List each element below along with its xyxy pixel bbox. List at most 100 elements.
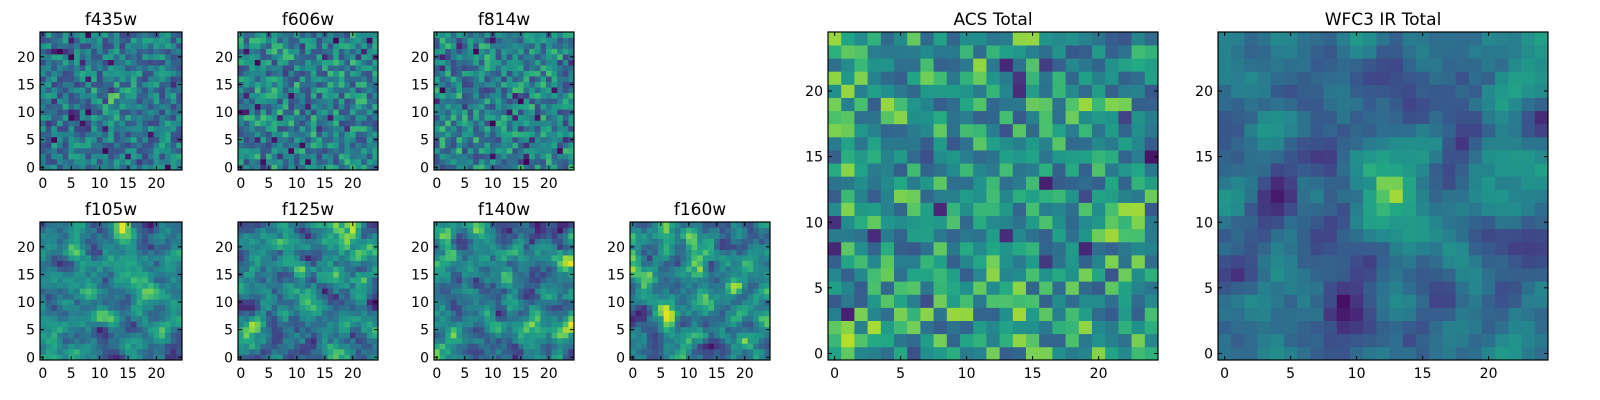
heatmap-cell <box>361 304 368 311</box>
heatmap-cell <box>136 321 143 328</box>
heatmap-cell <box>467 81 474 88</box>
x-tick-label: 20 <box>540 176 558 192</box>
heatmap-cell <box>243 98 250 105</box>
heatmap-cell <box>568 120 575 127</box>
heatmap-cell <box>742 310 748 317</box>
y-tick-label: 15 <box>607 267 625 283</box>
heatmap-cell <box>96 293 103 300</box>
heatmap-cell <box>439 48 446 55</box>
heatmap-cell <box>512 164 519 171</box>
x-tick-label: 0 <box>236 176 245 192</box>
heatmap-cell <box>456 354 463 361</box>
heatmap-cell <box>113 87 120 94</box>
heatmap-cell <box>490 348 496 355</box>
heatmap-cell <box>361 271 368 278</box>
heatmap-cell <box>730 332 737 339</box>
heatmap-cell <box>85 109 92 116</box>
heatmap-cell <box>271 266 278 273</box>
heatmap-cell <box>456 65 463 71</box>
heatmap-cell <box>74 142 81 149</box>
heatmap-cell <box>518 277 524 284</box>
heatmap-cell <box>473 37 480 44</box>
heatmap-cell <box>57 233 64 239</box>
heatmap-cell <box>91 153 98 160</box>
heatmap-cell <box>1065 202 1080 217</box>
heatmap-cell <box>74 288 81 295</box>
heatmap-cell <box>327 293 334 300</box>
heatmap-cell <box>736 277 743 284</box>
heatmap-cell <box>1131 241 1146 256</box>
heatmap-cell <box>714 288 720 295</box>
heatmap-cell <box>907 176 921 190</box>
heatmap-cell <box>299 244 306 250</box>
heatmap-cell <box>299 48 306 55</box>
heatmap-cell <box>147 147 154 154</box>
heatmap-cell <box>271 315 278 322</box>
heatmap-cell <box>546 271 552 278</box>
heatmap-cell <box>338 255 345 261</box>
heatmap-cell <box>512 76 519 83</box>
heatmap-cell <box>125 136 132 143</box>
heatmap-cell <box>249 158 256 165</box>
heatmap-cell <box>277 142 284 149</box>
heatmap-cell <box>450 277 457 284</box>
heatmap-cell <box>646 222 653 228</box>
heatmap-cell <box>445 293 452 300</box>
heatmap-cell <box>867 281 882 295</box>
heatmap-cell <box>238 43 244 49</box>
heatmap-cell <box>686 277 692 284</box>
heatmap-cell <box>512 92 519 99</box>
heatmap-cell <box>142 244 149 250</box>
heatmap-cell <box>456 76 463 83</box>
heatmap-cell <box>170 147 177 154</box>
heatmap-cell <box>310 277 317 284</box>
heatmap-cell <box>147 37 154 44</box>
heatmap-cell <box>702 271 709 278</box>
heatmap-cell <box>305 125 312 132</box>
heatmap-cell <box>344 59 351 66</box>
heatmap-cell <box>361 114 368 121</box>
heatmap-cell <box>484 238 491 245</box>
axes-frame <box>629 221 771 361</box>
heatmap-cell <box>125 293 132 300</box>
heatmap-cell <box>473 120 480 127</box>
heatmap-cell <box>57 54 64 60</box>
heatmap-cell <box>742 348 748 355</box>
heatmap-cell <box>350 266 356 273</box>
heatmap-cell <box>490 98 496 105</box>
heatmap-cell <box>999 346 1014 361</box>
heatmap-cell <box>366 249 373 256</box>
heatmap-cell <box>456 222 463 228</box>
heatmap-cell <box>534 109 541 116</box>
heatmap-cell <box>327 354 334 361</box>
heatmap-cell <box>366 32 373 38</box>
heatmap-cell <box>512 233 519 239</box>
heatmap-cell <box>540 70 547 77</box>
heatmap-cell <box>562 92 569 99</box>
heatmap-cell <box>478 255 485 261</box>
heatmap-cell <box>277 288 284 295</box>
heatmap-cell <box>159 32 166 38</box>
heatmap-cell <box>946 320 961 335</box>
heatmap-cell <box>686 266 692 273</box>
heatmap-cell <box>243 59 250 66</box>
heatmap-cell <box>462 266 468 273</box>
heatmap-cell <box>45 120 52 127</box>
heatmap-cell <box>119 92 126 99</box>
heatmap-cell <box>51 315 58 322</box>
heatmap-cell <box>79 233 86 239</box>
heatmap-cell <box>652 282 659 289</box>
heatmap-cell <box>327 142 334 149</box>
heatmap-cell <box>960 176 974 190</box>
heatmap-cell <box>506 125 513 132</box>
heatmap-cell <box>266 76 272 83</box>
heatmap-cell <box>501 109 508 116</box>
heatmap-cell <box>316 271 323 278</box>
heatmap-cell <box>462 54 468 60</box>
heatmap-cell <box>557 59 564 66</box>
heatmap-cell <box>478 326 485 333</box>
heatmap-cell <box>102 103 109 110</box>
heatmap-cell <box>40 65 47 71</box>
heatmap-cell <box>1026 268 1040 282</box>
heatmap-cell <box>1131 268 1146 282</box>
